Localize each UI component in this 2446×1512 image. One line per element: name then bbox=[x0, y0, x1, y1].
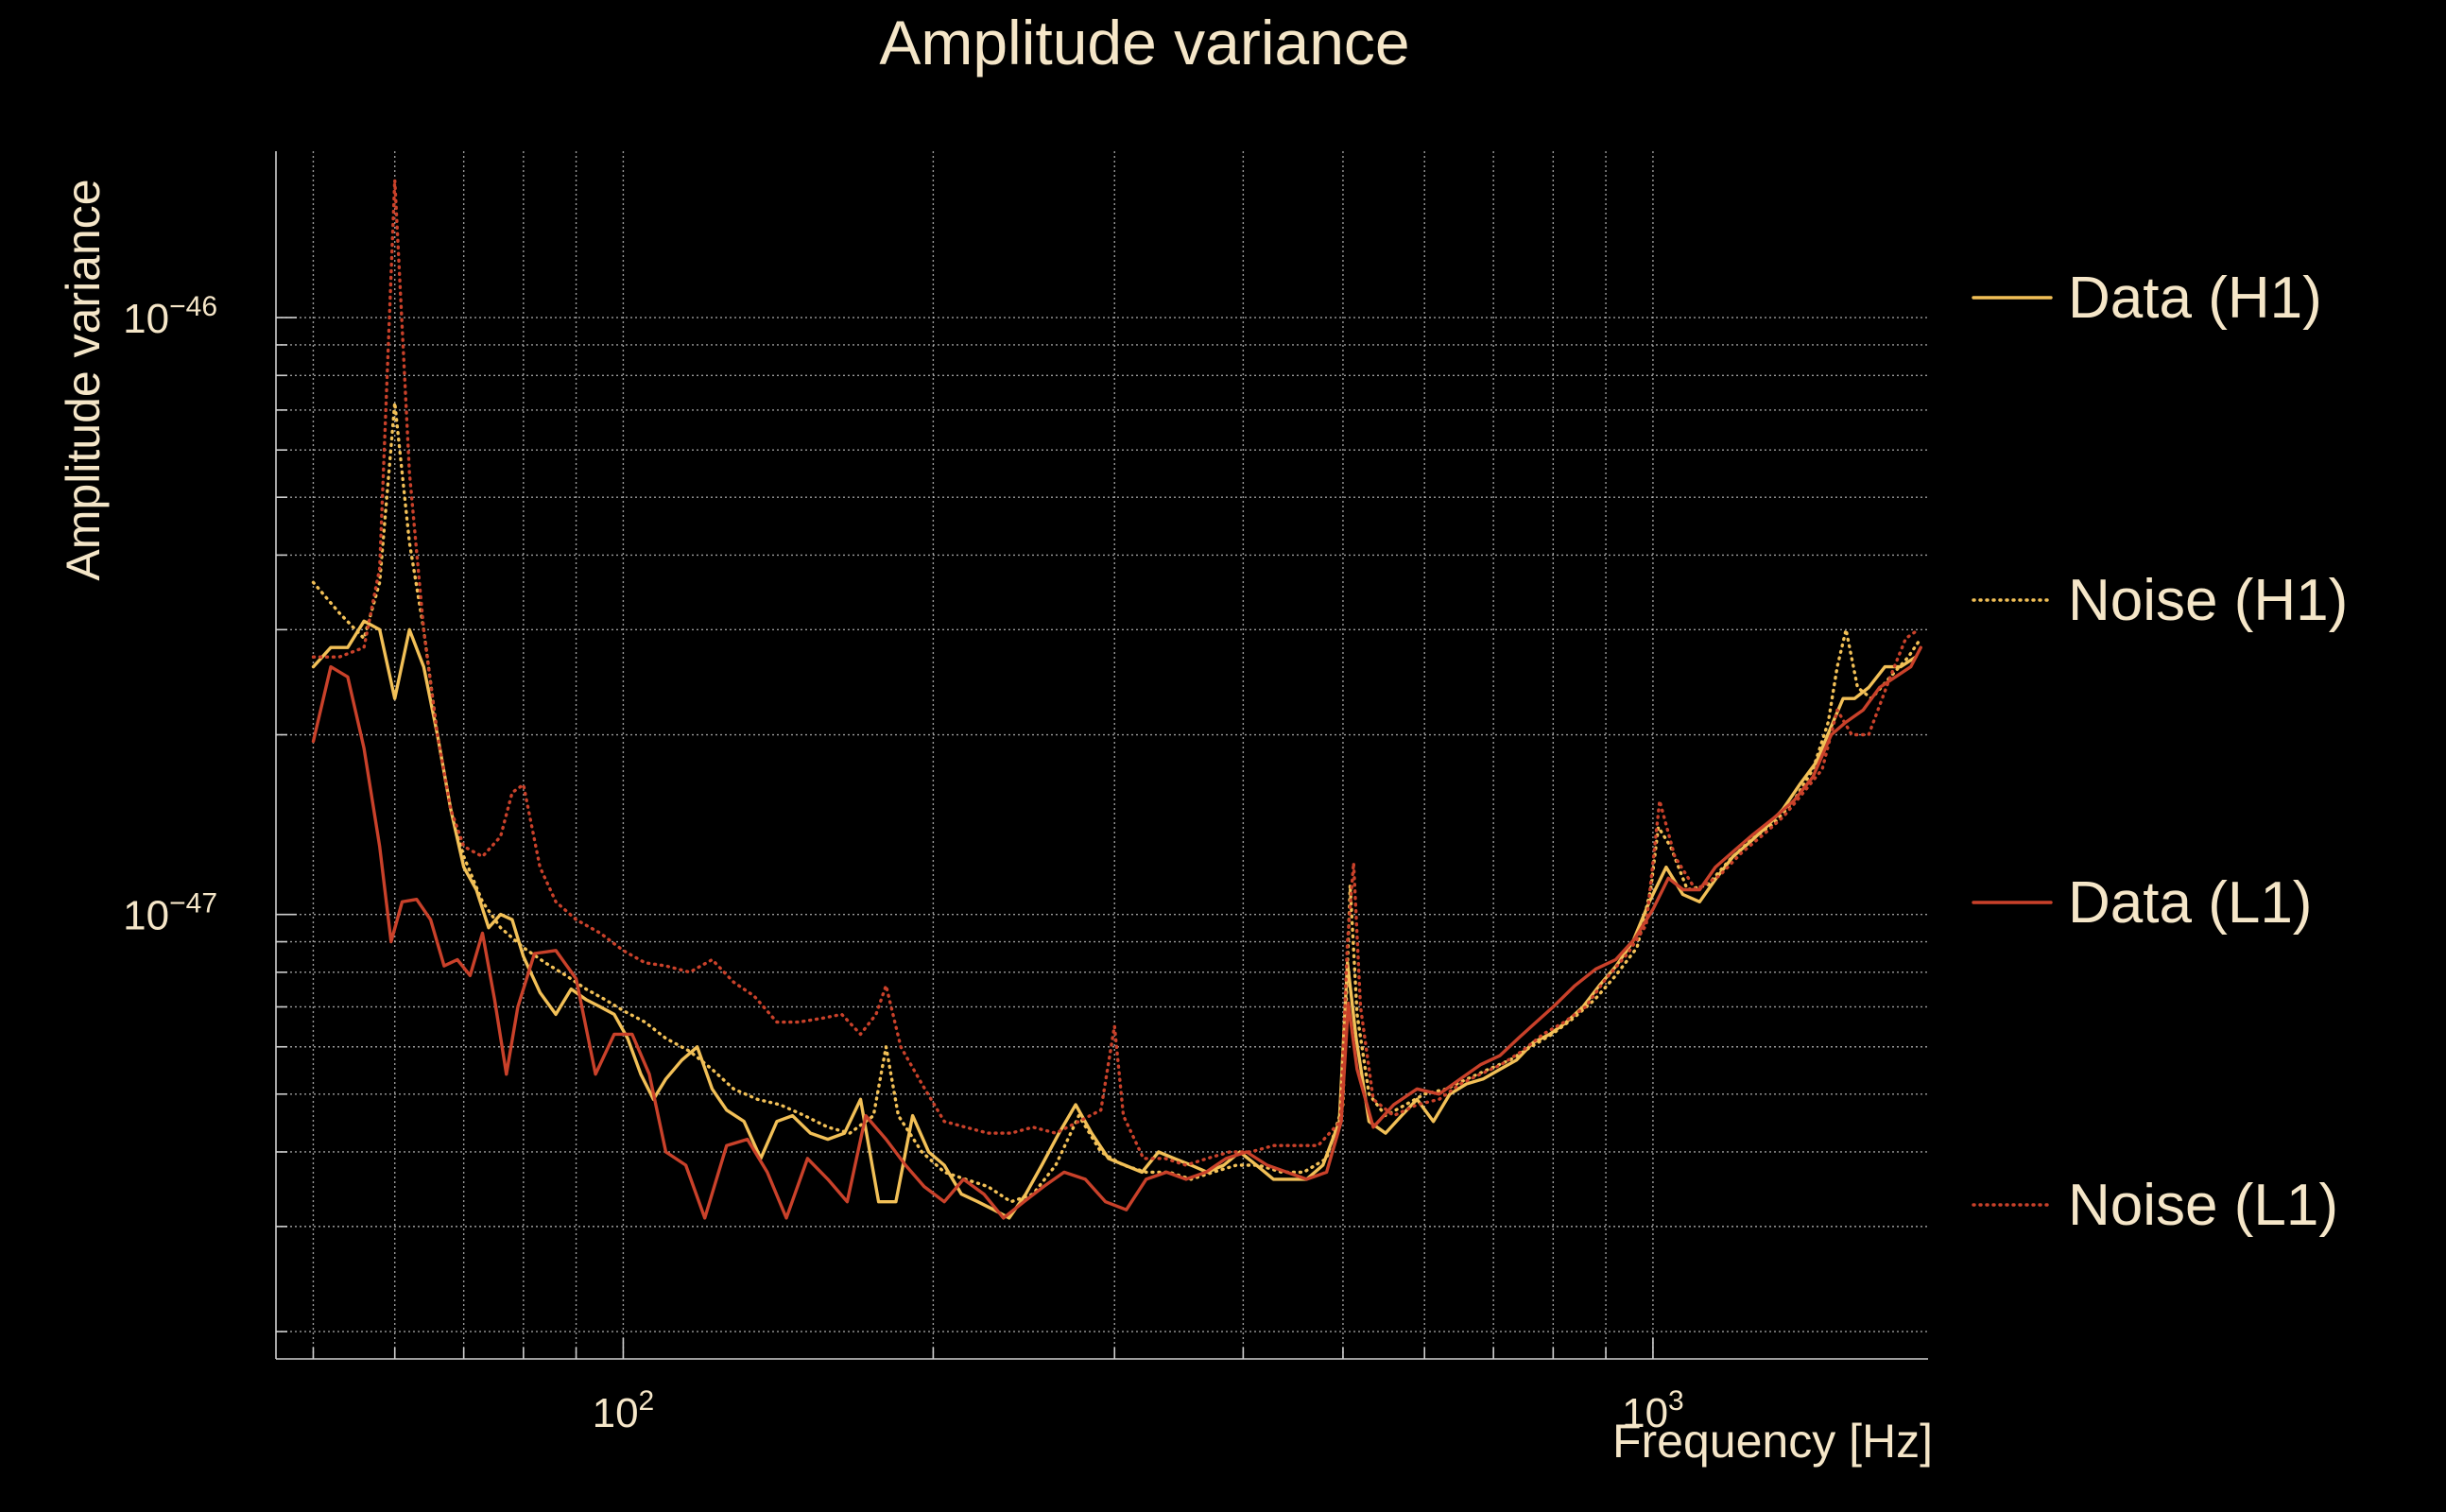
legend-label-data-l1: Data (L1) bbox=[2068, 870, 2312, 936]
legend-label-noise-h1: Noise (H1) bbox=[2068, 568, 2348, 633]
x-tick-label: 103 bbox=[1622, 1385, 1684, 1436]
axes bbox=[275, 151, 1928, 1360]
y-tick-label: 10−46 bbox=[123, 291, 217, 342]
y-tick-label: 10−47 bbox=[123, 888, 217, 939]
plot-area bbox=[311, 178, 1922, 1220]
series-line-noise-l1 bbox=[311, 178, 1921, 1167]
chart-title: Amplitude variance bbox=[879, 8, 1409, 77]
series-line-data-l1 bbox=[311, 645, 1922, 1220]
legend-label-noise-l1: Noise (L1) bbox=[2068, 1173, 2338, 1238]
legend-label-data-h1: Data (H1) bbox=[2068, 266, 2322, 331]
legend: Data (H1) Noise (H1) Data (L1) Noise (L1) bbox=[1972, 266, 2348, 1238]
x-axis-label: Frequency [Hz] bbox=[1612, 1415, 1933, 1468]
x-tick-label: 102 bbox=[593, 1385, 655, 1436]
tick-labels: 102 103 10−46 10−47 bbox=[123, 291, 1684, 1436]
y-axis-label: Amplitude variance bbox=[57, 179, 110, 580]
